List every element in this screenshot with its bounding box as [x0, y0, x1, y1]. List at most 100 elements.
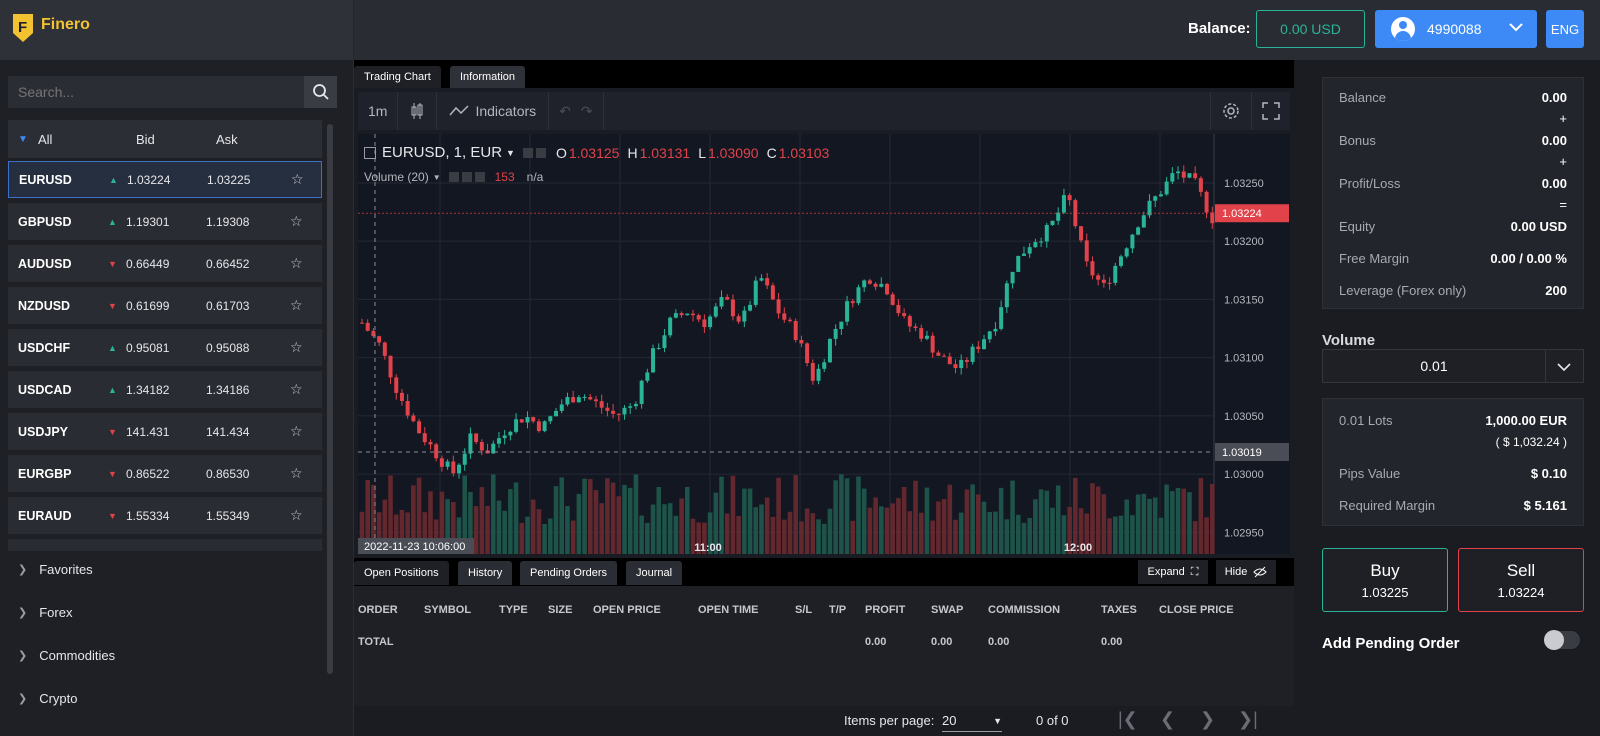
- redo-icon[interactable]: ↷: [580, 102, 593, 119]
- symbol-row-gbpusd[interactable]: GBPUSD ▲ 1.19301 1.19308 ☆: [8, 203, 322, 240]
- first-page-icon[interactable]: |❮: [1118, 709, 1138, 729]
- symbol-row-partial[interactable]: [8, 539, 322, 551]
- star-icon[interactable]: ☆: [290, 465, 303, 481]
- account-button[interactable]: 4990088: [1375, 10, 1537, 48]
- column-symbol[interactable]: SYMBOL: [424, 604, 472, 616]
- symbol-row-usdcad[interactable]: USDCAD ▲ 1.34182 1.34186 ☆: [8, 371, 322, 408]
- arrow-down-icon: ▼: [108, 510, 117, 521]
- buy-button[interactable]: Buy 1.03225: [1322, 548, 1448, 612]
- collapse-legend-icon[interactable]: [364, 146, 376, 159]
- star-icon[interactable]: ☆: [290, 339, 303, 355]
- column-commission[interactable]: COMMISSION: [988, 604, 1061, 616]
- chevron-down-icon[interactable]: ▼: [506, 147, 515, 158]
- search-input[interactable]: [8, 76, 304, 108]
- chevron-down-icon[interactable]: ▼: [18, 133, 28, 145]
- column-profit[interactable]: PROFIT: [865, 604, 906, 616]
- volume-bar: [468, 491, 473, 554]
- pagination: Items per page: 20 ▼ 0 of 0 |❮ ❮ ❯ ❯|: [354, 706, 1294, 736]
- bid-price: 1.03224: [127, 172, 171, 187]
- symbol-row-usdchf[interactable]: USDCHF ▲ 0.95081 0.95088 ☆: [8, 329, 322, 366]
- symbol-row-euraud[interactable]: EURAUD ▼ 1.55334 1.55349 ☆: [8, 497, 322, 534]
- column-s-l[interactable]: S/L: [795, 604, 813, 616]
- settings-gear-icon[interactable]: [1221, 101, 1241, 121]
- tab-journal[interactable]: Journal: [626, 561, 683, 585]
- high-value: 1.03131: [639, 144, 691, 161]
- candle-body: [457, 464, 462, 474]
- volume-bar: [1073, 477, 1078, 554]
- volume-remove-icon[interactable]: [474, 172, 485, 182]
- legend-symbol[interactable]: EURUSD, 1, EUR: [382, 144, 503, 161]
- volume-bar: [610, 482, 616, 554]
- column-open-price[interactable]: OPEN PRICE: [593, 604, 661, 616]
- chevron-down-icon: [1557, 363, 1571, 372]
- symbol-row-audusd[interactable]: AUDUSD ▼ 0.66449 0.66452 ☆: [8, 245, 322, 282]
- column-open-time[interactable]: OPEN TIME: [698, 604, 759, 616]
- price-chart[interactable]: 1.03250 1.03200 1.03150 1.03100 1.03050 1.030…: [358, 134, 1290, 554]
- volume-bar: [525, 516, 530, 554]
- all-column[interactable]: All: [38, 131, 53, 147]
- symbol-row-eurusd[interactable]: EURUSD ▲ 1.03224 1.03225 ☆: [8, 161, 322, 198]
- column-close-price[interactable]: CLOSE PRICE: [1159, 604, 1234, 616]
- search-button[interactable]: [304, 76, 337, 108]
- undo-icon[interactable]: ↶: [559, 102, 571, 119]
- pending-order-toggle[interactable]: [1544, 630, 1580, 650]
- volume-bar: [428, 491, 433, 554]
- column-size[interactable]: SIZE: [548, 604, 573, 616]
- category-favorites[interactable]: ❯ Favorites: [18, 562, 93, 577]
- brand-logo-icon[interactable]: F: [11, 13, 35, 43]
- legend-hide-icon[interactable]: [535, 147, 546, 158]
- star-icon[interactable]: ☆: [290, 381, 303, 397]
- column-type[interactable]: TYPE: [499, 604, 528, 616]
- legend-settings-icon[interactable]: [522, 147, 533, 158]
- last-page-icon[interactable]: ❯|: [1238, 709, 1258, 729]
- tab-pending-orders[interactable]: Pending Orders: [520, 561, 618, 585]
- category-forex[interactable]: ❯ Forex: [18, 605, 72, 620]
- volume-hide-icon[interactable]: [461, 172, 472, 182]
- buy-label: Buy: [1370, 560, 1400, 580]
- brand-name[interactable]: Finero: [41, 16, 90, 33]
- hide-button[interactable]: Hide: [1216, 560, 1276, 584]
- category-commodities[interactable]: ❯ Commodities: [18, 648, 115, 663]
- previous-page-icon[interactable]: ❮: [1160, 709, 1176, 729]
- star-icon[interactable]: ☆: [290, 507, 303, 523]
- candle-body: [1061, 195, 1066, 213]
- column-swap[interactable]: SWAP: [931, 604, 964, 616]
- volume-bar: [1101, 494, 1107, 554]
- next-page-icon[interactable]: ❯: [1200, 709, 1216, 729]
- items-per-page-select[interactable]: 20 ▼: [942, 710, 1002, 732]
- language-button[interactable]: ENG: [1546, 10, 1584, 48]
- volume-bar: [856, 476, 861, 554]
- star-icon[interactable]: ☆: [291, 171, 304, 187]
- tab-information[interactable]: Information: [450, 66, 526, 88]
- candle-body: [856, 287, 861, 304]
- symbol-row-eurgbp[interactable]: EURGBP ▼ 0.86522 0.86530 ☆: [8, 455, 322, 492]
- star-icon[interactable]: ☆: [290, 423, 303, 439]
- symbol-row-nzdusd[interactable]: NZDUSD ▼ 0.61699 0.61703 ☆: [8, 287, 322, 324]
- star-icon[interactable]: ☆: [290, 213, 303, 229]
- column-taxes[interactable]: TAXES: [1101, 604, 1137, 616]
- category-crypto[interactable]: ❯ Crypto: [18, 691, 78, 706]
- volume-bar: [365, 480, 370, 554]
- sell-button[interactable]: Sell 1.03224: [1458, 548, 1584, 612]
- tab-history[interactable]: History: [458, 561, 513, 585]
- volume-label[interactable]: Volume (20): [364, 170, 429, 184]
- tab-open-positions[interactable]: Open Positions: [354, 561, 449, 585]
- symbol-row-usdjpy[interactable]: USDJPY ▼ 141.431 141.434 ☆: [8, 413, 322, 450]
- volume-bar: [1055, 485, 1061, 554]
- interval-button[interactable]: 1m: [368, 103, 388, 119]
- fullscreen-icon[interactable]: [1262, 102, 1280, 120]
- candles-icon[interactable]: [410, 102, 424, 120]
- column-t-p[interactable]: T/P: [829, 604, 847, 616]
- volume-settings-icon[interactable]: [448, 172, 459, 182]
- volume-select[interactable]: 0.01: [1322, 349, 1584, 383]
- column-order[interactable]: ORDER: [358, 604, 398, 616]
- expand-button[interactable]: Expand ⛶: [1138, 560, 1208, 584]
- candle-body: [508, 431, 513, 436]
- star-icon[interactable]: ☆: [290, 255, 303, 271]
- symbol-list-scrollbar[interactable]: [327, 124, 333, 674]
- indicators-button[interactable]: Indicators: [475, 103, 537, 119]
- candle-body: [1016, 255, 1021, 272]
- chevron-down-icon[interactable]: ▼: [432, 172, 441, 182]
- tab-trading-chart[interactable]: Trading Chart: [354, 66, 441, 88]
- star-icon[interactable]: ☆: [290, 297, 303, 313]
